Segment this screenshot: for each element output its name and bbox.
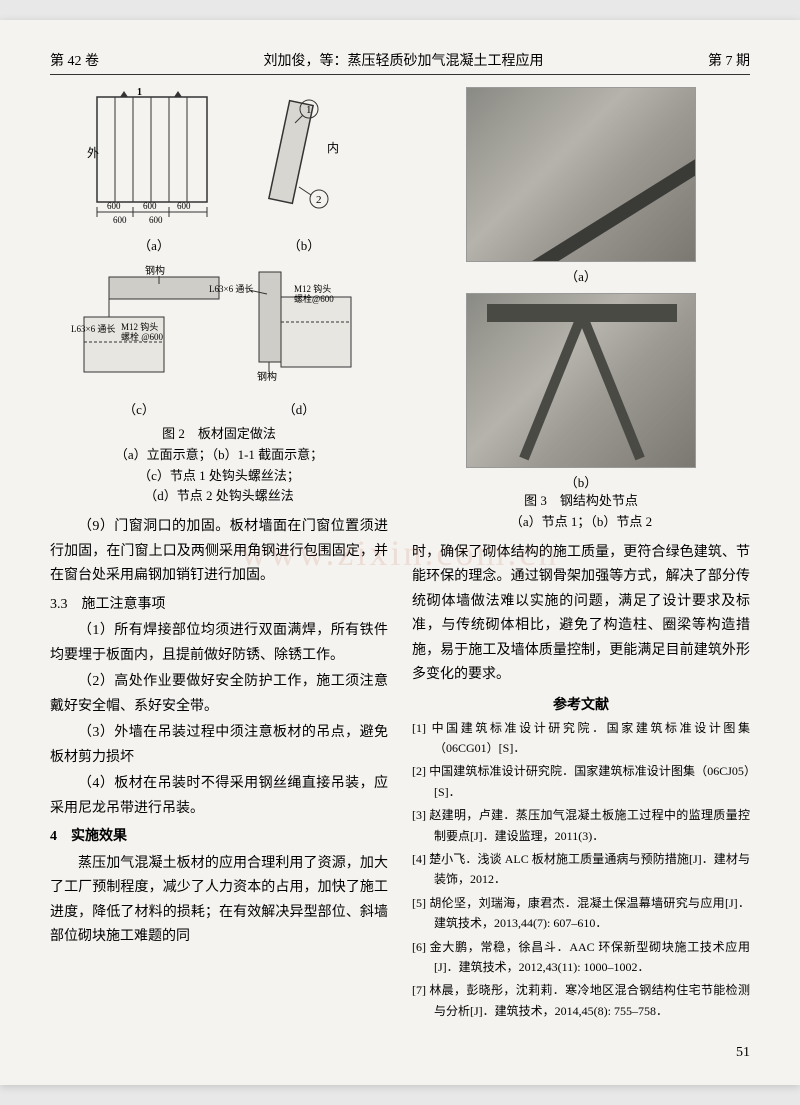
fig2-caption-d: （d）节点 2 处钩头螺丝法: [50, 486, 388, 507]
para-3-3-4: （4）板材在吊装时不得采用钢丝绳直接吊装，应采用尼龙吊带进行吊装。: [50, 772, 388, 821]
fig2b-circle1: 1: [306, 104, 312, 116]
fig2c-ganggou: 钢构: [145, 264, 165, 277]
fig2b-circle2: 2: [316, 194, 322, 206]
references-title: 参考文献: [412, 694, 750, 714]
fig2a-one-top: 1: [137, 87, 142, 98]
fig2a-label-wai: 外: [87, 146, 99, 160]
left-column: 外 600 600 600 600 600 1: [50, 87, 388, 1024]
fig2d-m12-1: M12 钩头: [294, 283, 331, 294]
reference-item: [3] 赵建明，卢建．蒸压加气混凝土板施工过程中的监理质量控制要点[J]．建设监…: [412, 805, 750, 846]
fig2c-m12-1: M12 钩头: [121, 321, 158, 332]
fig2d-l63: L63×6 通长: [209, 283, 253, 294]
fig2d-m12-2: 螺栓@600: [294, 293, 334, 304]
fig2-caption-a: （a）立面示意；（b）1-1 截面示意；: [50, 445, 388, 466]
fig2a-dim4: 600: [113, 215, 127, 225]
photo-node-1: [466, 87, 696, 262]
figure-2-bottom: 钢构 L63×6 通长 M12 钩头 螺栓 @600 L63×6 通长 M12 …: [50, 262, 388, 507]
fig2c-l63: L63×6 通长: [71, 323, 115, 334]
para-3-3-2: （2）高处作业要做好安全防护工作，施工须注意戴好安全帽、系好安全带。: [50, 670, 388, 719]
para-4-cont: 时，确保了砌体结构的施工质量，更符合绿色建筑、节能环保的理念。通过钢骨架加强等方…: [412, 541, 750, 688]
fig3-caption-main: 图 3 钢结构处节点: [412, 491, 750, 512]
fig2c-m12-2: 螺栓 @600: [121, 331, 164, 342]
figure-2-top: 外 600 600 600 600 600 1: [50, 87, 388, 254]
fig3-sub-a: （a）: [412, 266, 750, 285]
fig3-caption-sub: （a）节点 1；（b）节点 2: [412, 512, 750, 533]
fig2a-dim3: 600: [177, 201, 191, 211]
reference-item: [2] 中国建筑标准设计研究院．国家建筑标准设计图集（06CJ05）[S]．: [412, 761, 750, 802]
page: www.zixin.com.cn 第 42 卷 刘加俊，等：蒸压轻质砂加气混凝土…: [0, 20, 800, 1085]
page-header: 第 42 卷 刘加俊，等：蒸压轻质砂加气混凝土工程应用 第 7 期: [50, 50, 750, 75]
fig2a-dim2: 600: [143, 201, 157, 211]
fig2-sub-b: （b）: [249, 235, 359, 254]
content-columns: 外 600 600 600 600 600 1: [50, 87, 750, 1024]
section-3-3: 3.3 施工注意事项: [50, 593, 388, 618]
references-list: [1] 中国建筑标准设计研究院．国家建筑标准设计图集（06CG01）[S]．[2…: [412, 718, 750, 1021]
right-column: （a） （b） 图 3 钢结构处节点 （a）节点 1；（b）节点 2 时，确保了…: [412, 87, 750, 1024]
figure-3a: （a）: [412, 87, 750, 285]
figure-3b: （b） 图 3 钢结构处节点 （a）节点 1；（b）节点 2: [412, 293, 750, 533]
para-3-3-3: （3）外墙在吊装过程中须注意板材的吊点，避免板材剪力损坏: [50, 721, 388, 770]
fig2b-label-nei: 内: [327, 141, 339, 155]
fig3-sub-b: （b）: [412, 472, 750, 491]
fig2-caption-main: 图 2 板材固定做法: [50, 424, 388, 445]
photo-node-2: [466, 293, 696, 468]
reference-item: [5] 胡伦坚，刘瑞海，康君杰．混凝土保温幕墙研究与应用[J]．建筑技术，201…: [412, 893, 750, 934]
section-4: 4 实施效果: [50, 825, 388, 850]
page-number: 51: [736, 1045, 750, 1061]
para-4-body: 蒸压加气混凝土板材的应用合理利用了资源，加大了工厂预制程度，减少了人力资本的占用…: [50, 852, 388, 950]
reference-item: [1] 中国建筑标准设计研究院．国家建筑标准设计图集（06CG01）[S]．: [412, 718, 750, 759]
fig2-sub-d: （d）: [229, 399, 369, 418]
header-volume: 第 42 卷: [50, 50, 99, 70]
fig2-caption-c: （c）节点 1 处钩头螺丝法；: [50, 466, 388, 487]
fig2cd-svg: 钢构 L63×6 通长 M12 钩头 螺栓 @600 L63×6 通长 M12 …: [69, 262, 369, 392]
reference-item: [7] 林晨，彭晓彤，沈莉莉．寒冷地区混合钢结构住宅节能检测与分析[J]．建筑技…: [412, 980, 750, 1021]
fig2a-dim1: 600: [107, 201, 121, 211]
fig2d-ganggou: 钢构: [257, 370, 277, 383]
fig2a-svg: 外 600 600 600 600 600 1: [79, 87, 229, 227]
fig2-sub-c: （c）: [69, 399, 209, 418]
fig2a-dim5: 600: [149, 215, 163, 225]
para-3-3-1: （1）所有焊接部位均须进行双面满焊，所有铁件均要埋于板面内，且提前做好防锈、除锈…: [50, 619, 388, 668]
para-9: （9）门窗洞口的加固。板材墙面在门窗位置须进行加固，在门窗上口及两侧采用角钢进行…: [50, 515, 388, 589]
header-title: 刘加俊，等：蒸压轻质砂加气混凝土工程应用: [264, 50, 544, 70]
reference-item: [4] 楚小飞．浅谈 ALC 板材施工质量通病与预防措施[J]．建材与装饰，20…: [412, 849, 750, 890]
fig2-sub-a: （a）: [79, 235, 229, 254]
header-issue: 第 7 期: [708, 50, 750, 70]
fig2b-svg: 1 2 内: [249, 87, 359, 227]
reference-item: [6] 金大鹏，常稳，徐昌斗．AAC 环保新型砌块施工技术应用[J]．建筑技术，…: [412, 937, 750, 978]
